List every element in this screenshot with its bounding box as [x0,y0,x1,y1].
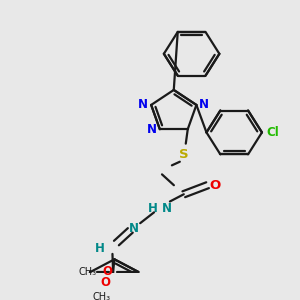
Text: N: N [138,98,148,111]
Text: O: O [210,179,221,192]
Text: O: O [103,266,113,278]
Text: N: N [162,202,172,215]
Text: Cl: Cl [266,126,279,139]
Text: S: S [179,148,189,161]
Text: N: N [129,222,139,235]
Text: N: N [199,98,209,111]
Text: O: O [100,276,110,289]
Text: H: H [148,202,158,215]
Text: H: H [95,242,104,255]
Text: CH₃: CH₃ [79,267,97,277]
Text: CH₃: CH₃ [92,292,110,300]
Text: N: N [147,123,157,136]
